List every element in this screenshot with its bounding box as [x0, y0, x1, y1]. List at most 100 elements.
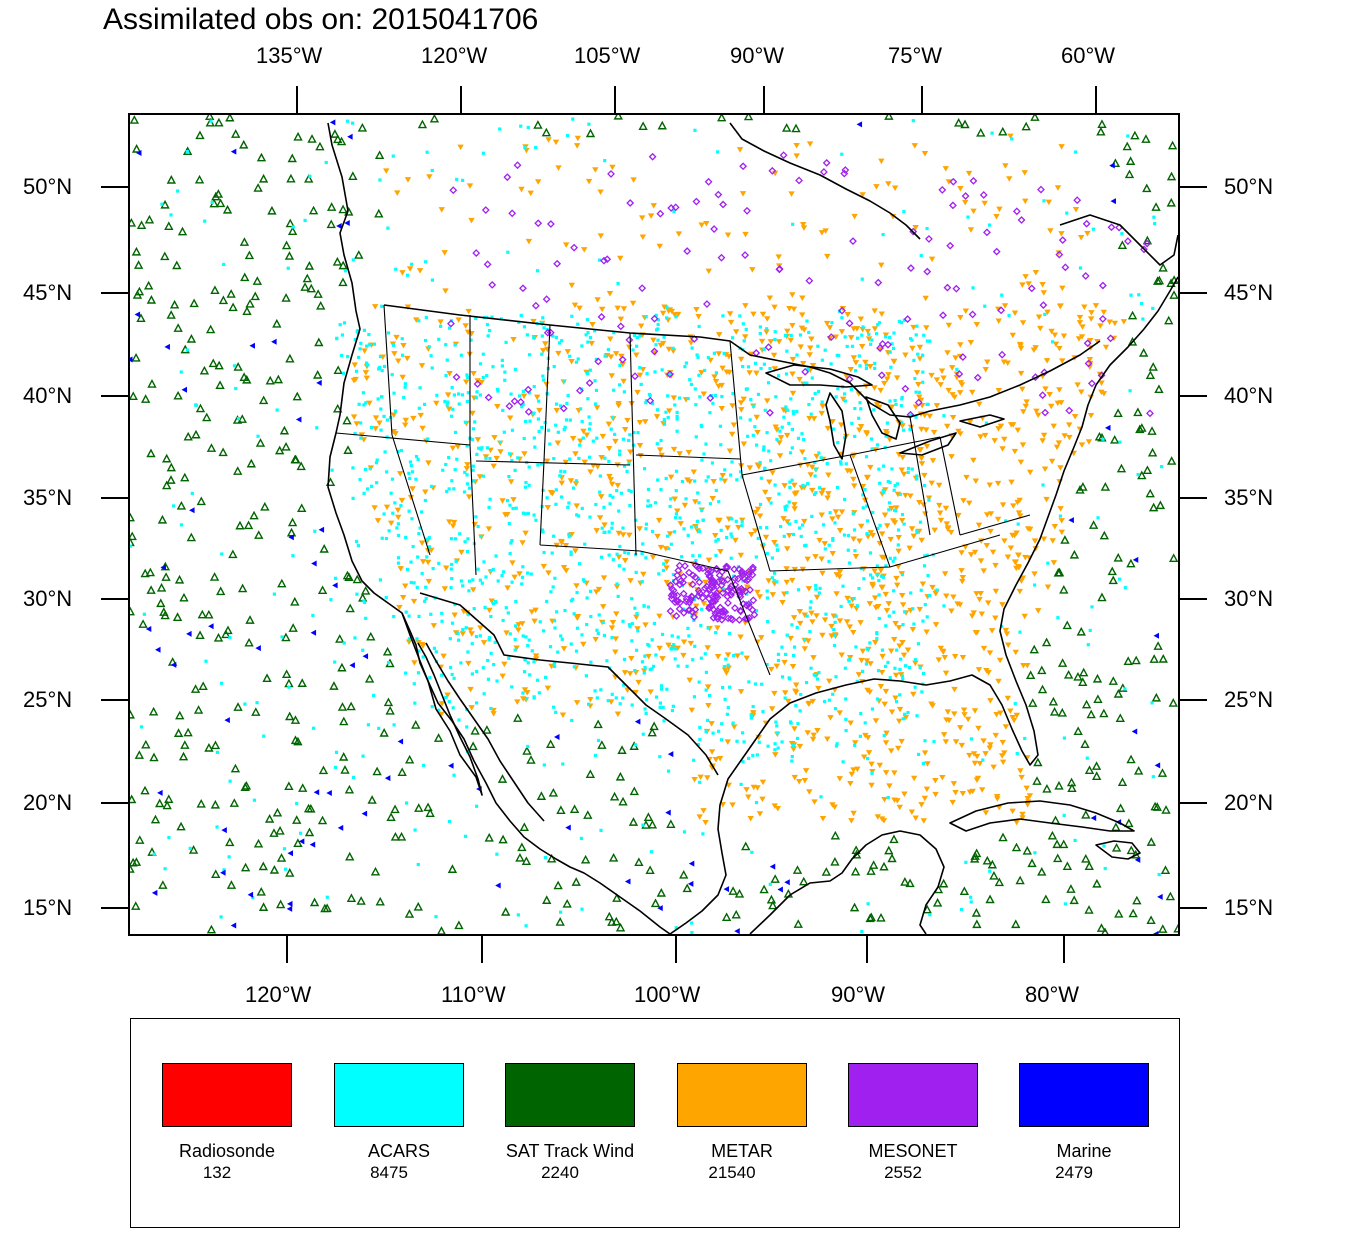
- obs-acars-marker: [881, 488, 885, 493]
- obs-acars-marker: [403, 382, 408, 386]
- obs-acars-marker: [311, 726, 316, 730]
- obs-metar-marker: [608, 481, 616, 488]
- obs-sat-track-wind-marker: [766, 894, 777, 904]
- obs-sat-track-wind-marker: [337, 702, 348, 711]
- obs-metar-marker: [351, 362, 358, 368]
- obs-metar-marker: [1015, 552, 1022, 559]
- obs-sat-track-wind-marker: [1141, 134, 1151, 143]
- obs-sat-track-wind-marker: [293, 736, 303, 746]
- obs-metar-marker: [1001, 750, 1008, 756]
- obs-acars-marker: [524, 635, 528, 639]
- obs-acars-marker: [559, 469, 563, 473]
- obs-acars-marker: [840, 316, 844, 320]
- obs-metar-marker: [850, 355, 858, 361]
- obs-acars-marker: [521, 634, 525, 638]
- obs-acars-marker: [981, 758, 985, 762]
- obs-metar-marker: [822, 228, 829, 234]
- obs-mesonet-marker: [673, 571, 682, 580]
- obs-acars-marker: [840, 152, 844, 156]
- obs-metar-marker: [944, 350, 951, 356]
- obs-metar-marker: [394, 190, 401, 196]
- obs-acars-marker: [684, 361, 688, 365]
- obs-sat-track-wind-marker: [269, 865, 280, 874]
- obs-acars-marker: [532, 695, 536, 699]
- obs-sat-track-wind-marker: [186, 334, 197, 343]
- obs-acars-marker: [689, 525, 694, 529]
- obs-mesonet-marker: [958, 353, 967, 361]
- obs-sat-track-wind-marker: [1149, 654, 1159, 663]
- obs-metar-marker: [1120, 319, 1128, 325]
- obs-acars-marker: [969, 900, 973, 904]
- obs-acars-marker: [459, 661, 463, 665]
- obs-acars-marker: [525, 333, 529, 337]
- obs-metar-marker: [810, 416, 818, 422]
- obs-metar-marker: [881, 796, 888, 803]
- obs-acars-marker: [494, 600, 498, 605]
- obs-sat-track-wind-marker: [253, 183, 263, 192]
- obs-acars-marker: [782, 415, 786, 419]
- obs-sat-track-wind-marker: [971, 848, 982, 858]
- obs-metar-marker: [999, 759, 1007, 766]
- obs-acars-marker: [893, 666, 897, 670]
- obs-acars-marker: [636, 431, 640, 435]
- obs-metar-marker: [843, 374, 850, 380]
- obs-metar-marker: [945, 322, 953, 329]
- obs-acars-marker: [745, 592, 749, 596]
- obs-metar-marker: [1011, 448, 1019, 455]
- obs-acars-marker: [571, 117, 575, 121]
- obs-acars-marker: [923, 603, 927, 607]
- obs-acars-marker: [527, 391, 531, 395]
- obs-acars-marker: [662, 719, 666, 723]
- obs-sat-track-wind-marker: [326, 219, 336, 229]
- obs-acars-marker: [564, 418, 569, 422]
- obs-metar-marker: [468, 217, 475, 224]
- obs-acars-marker: [407, 471, 411, 475]
- obs-mesonet-marker: [923, 267, 932, 276]
- obs-acars-marker: [874, 332, 879, 336]
- obs-metar-marker: [571, 302, 579, 309]
- obs-acars-marker: [313, 529, 317, 533]
- obs-acars-marker: [875, 697, 880, 701]
- obs-metar-marker: [994, 516, 1002, 523]
- obs-acars-marker: [819, 795, 823, 799]
- obs-metar-marker: [1098, 380, 1105, 387]
- obs-acars-marker: [785, 504, 789, 508]
- obs-metar-marker: [657, 544, 665, 551]
- obs-metar-marker: [789, 663, 797, 670]
- obs-metar-marker: [636, 443, 644, 449]
- axis-tick: [101, 497, 128, 499]
- obs-acars-marker: [740, 520, 744, 524]
- obs-acars-marker: [481, 474, 486, 478]
- obs-mesonet-marker: [961, 192, 970, 200]
- obs-acars-marker: [509, 392, 513, 396]
- obs-metar-marker: [848, 771, 855, 778]
- obs-sat-track-wind-marker: [304, 173, 314, 183]
- obs-metar-marker: [438, 711, 445, 718]
- obs-metar-marker: [1047, 228, 1054, 234]
- obs-metar-marker: [961, 712, 968, 718]
- obs-acars-marker: [491, 365, 495, 369]
- obs-metar-marker: [753, 370, 760, 377]
- obs-metar-marker: [790, 615, 798, 621]
- obs-sat-track-wind-marker: [597, 740, 607, 749]
- obs-sat-track-wind-marker: [235, 520, 245, 530]
- obs-acars-marker: [643, 654, 647, 658]
- obs-acars-marker: [440, 619, 444, 623]
- obs-acars-marker: [275, 408, 279, 412]
- obs-sat-track-wind-marker: [734, 888, 745, 898]
- obs-acars-marker: [915, 477, 919, 481]
- obs-acars-marker: [913, 685, 917, 689]
- obs-acars-marker: [410, 517, 414, 521]
- obs-metar-marker: [912, 660, 919, 667]
- obs-mesonet-marker: [1065, 406, 1074, 415]
- obs-acars-marker: [380, 536, 384, 540]
- obs-acars-marker: [526, 644, 530, 648]
- obs-metar-marker: [771, 690, 778, 697]
- obs-metar-marker: [766, 295, 774, 301]
- obs-acars-marker: [644, 522, 649, 526]
- obs-metar-marker: [752, 528, 759, 534]
- obs-sat-track-wind-marker: [998, 832, 1008, 842]
- obs-metar-marker: [878, 816, 886, 822]
- obs-mesonet-marker: [688, 580, 697, 589]
- obs-metar-marker: [804, 556, 811, 563]
